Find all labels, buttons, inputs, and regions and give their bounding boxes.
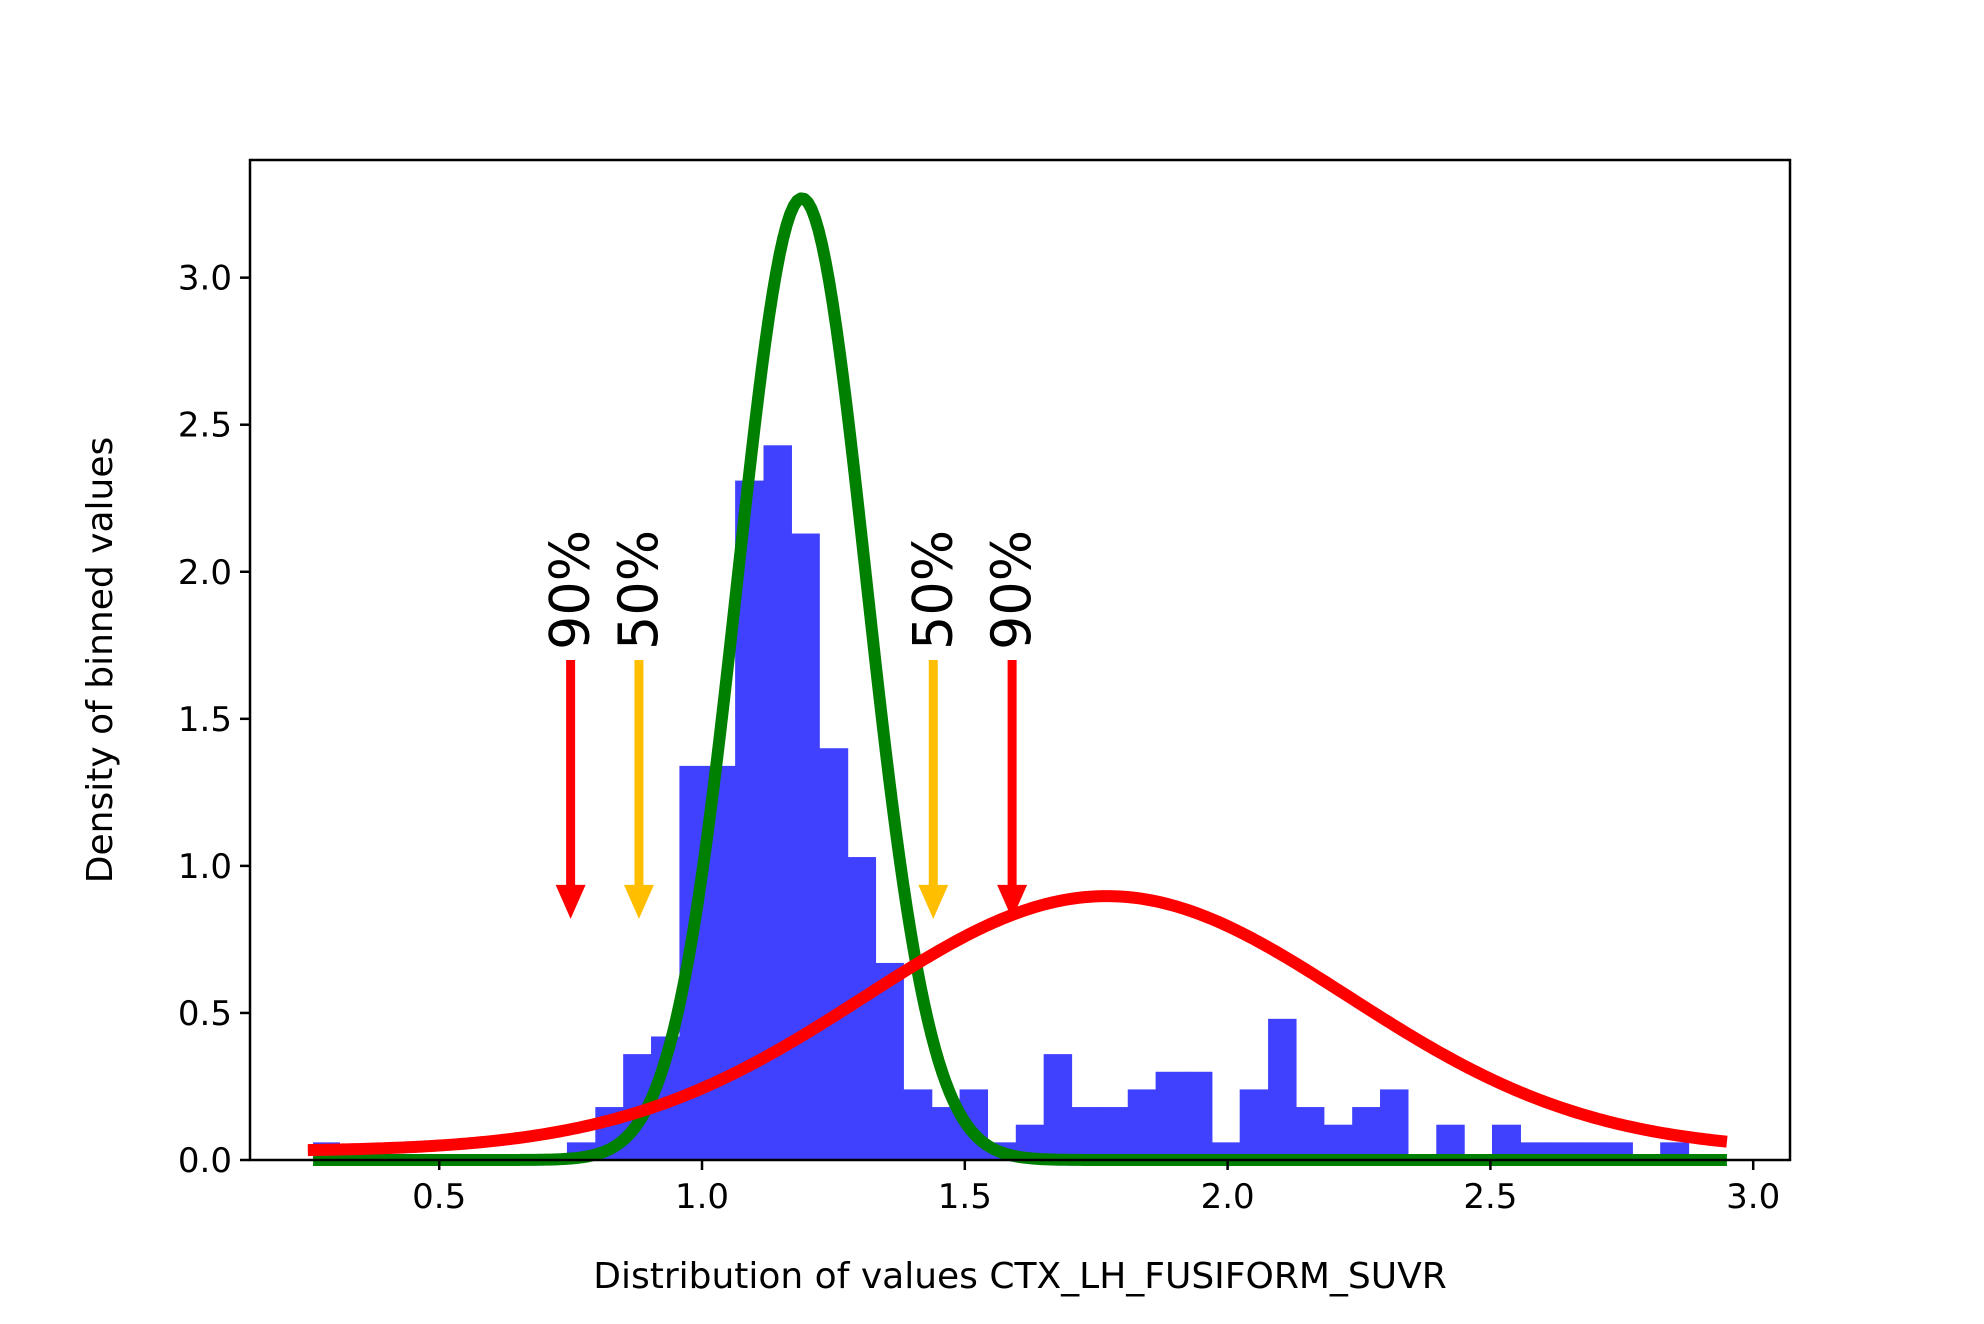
y-axis-label: Density of binned values — [80, 437, 121, 883]
annotation-label: 50% — [901, 530, 964, 650]
x-tick-label: 3.0 — [1726, 1177, 1780, 1217]
histogram-bar — [791, 533, 820, 1160]
x-tick-label: 1.5 — [938, 1177, 992, 1217]
histogram-bar — [1155, 1071, 1185, 1160]
histogram-bar — [1295, 1107, 1325, 1160]
annotations: 90% 50% 50% 90% — [539, 530, 1043, 919]
y-tick-label: 3.0 — [178, 259, 232, 299]
histogram-bar — [1239, 1089, 1269, 1160]
histogram-bar — [1071, 1107, 1101, 1160]
histogram-bar — [1352, 1107, 1381, 1160]
y-tick-label: 2.0 — [178, 553, 232, 593]
x-tick-label: 2.0 — [1201, 1177, 1255, 1217]
histogram-bar — [1043, 1054, 1073, 1160]
x-axis-label: Distribution of values CTX_LH_FUSIFORM_S… — [593, 1256, 1447, 1297]
y-tick-label: 1.0 — [178, 847, 232, 887]
annotation-label: 90% — [980, 530, 1043, 650]
histogram-bar — [1183, 1071, 1213, 1160]
annotation-arrow-head — [555, 884, 586, 919]
x-tick-label: 2.5 — [1463, 1177, 1517, 1217]
x-tick-label: 1.0 — [675, 1177, 729, 1217]
plot-frame — [248, 158, 1792, 1162]
histogram-bar — [1268, 1018, 1297, 1160]
y-tick-label: 2.5 — [178, 406, 232, 446]
annotation-label: 50% — [607, 530, 670, 650]
y-tick-label: 0.5 — [178, 994, 232, 1034]
x-axis-ticks: 0.5 1.0 1.5 2.0 2.5 3.0 — [412, 1160, 1780, 1217]
y-tick-label: 1.5 — [178, 700, 232, 740]
histogram-bar — [903, 1089, 933, 1160]
y-axis-ticks: 0.0 0.5 1.0 1.5 2.0 2.5 3.0 — [178, 259, 250, 1181]
x-tick-label: 0.5 — [412, 1177, 466, 1217]
histogram-bar — [1099, 1107, 1129, 1160]
histogram-bar — [1127, 1089, 1157, 1160]
annotation-arrow-head — [623, 884, 654, 919]
annotation-arrow-head — [997, 884, 1028, 919]
annotation-arrow-head — [918, 884, 949, 919]
annotation-label: 90% — [539, 530, 602, 650]
red-fit-curve — [305, 890, 1730, 1157]
histogram-bar — [1380, 1089, 1409, 1160]
histogram-bar — [819, 748, 849, 1160]
y-tick-label: 0.0 — [178, 1141, 232, 1181]
histogram-bar — [875, 962, 904, 1160]
